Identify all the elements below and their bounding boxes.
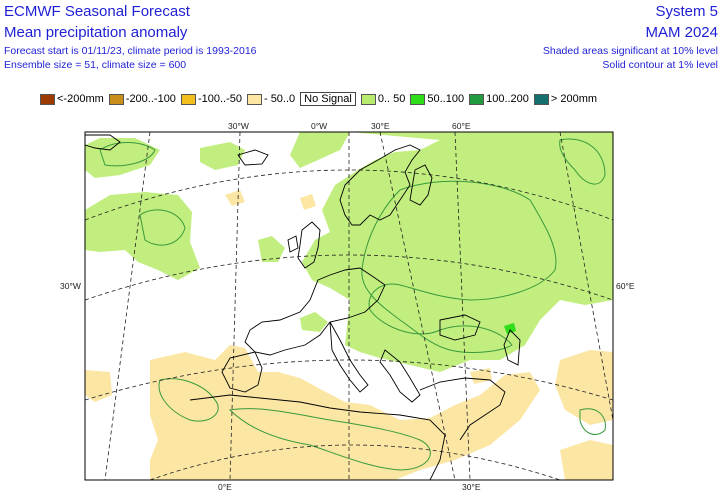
contour-note: Solid contour at 1% level	[602, 59, 718, 71]
significance-contours	[99, 138, 606, 471]
legend-swatch	[410, 93, 426, 105]
legend-label: -200..-100	[125, 93, 176, 105]
legend-swatch	[360, 93, 376, 105]
legend-swatch	[469, 93, 485, 105]
legend-label: > 200mm	[550, 93, 598, 105]
legend-item: 0.. 50	[360, 93, 411, 105]
map-frame	[84, 131, 614, 481]
legend-item: 50..100	[410, 93, 469, 105]
legend-swatch	[180, 93, 196, 105]
strong-wet-spot	[504, 323, 516, 334]
forecast-info: Forecast start is 01/11/23, climate peri…	[4, 45, 257, 57]
legend-label: - 50..0	[263, 93, 296, 105]
legend-label: No Signal	[300, 92, 356, 106]
legend-item: - 50..0	[246, 93, 300, 105]
graticule	[85, 132, 613, 480]
system-label: System 5	[655, 3, 718, 20]
graticule-label: 30°W	[228, 121, 249, 131]
color-legend: <-200mm -200..-100 -100..-50 - 50..0 No …	[40, 92, 602, 106]
coastlines	[85, 134, 521, 480]
legend-label: 0.. 50	[377, 93, 406, 105]
shaded-note: Shaded areas significant at 10% level	[542, 45, 718, 57]
legend-label: 100..200	[486, 93, 529, 105]
legend-item: > 200mm	[533, 93, 602, 105]
graticule-label: 30°W	[60, 281, 81, 291]
legend-swatch	[40, 93, 55, 105]
legend-item: 100..200	[469, 93, 534, 105]
map-title: ECMWF Seasonal Forecast	[4, 3, 190, 20]
season-label: MAM 2024	[645, 24, 718, 41]
graticule-label: 60°E	[616, 281, 635, 291]
legend-swatch	[533, 93, 549, 105]
legend-item: No Signal	[300, 92, 361, 106]
graticule-label: 30°E	[462, 482, 481, 492]
graticule-label: 0°E	[218, 482, 232, 492]
ensemble-info: Ensemble size = 51, climate size = 600	[4, 59, 187, 71]
map-subtitle: Mean precipitation anomaly	[4, 24, 188, 41]
graticule-label: 60°E	[452, 121, 471, 131]
legend-item: -200..-100	[108, 93, 181, 105]
legend-swatch	[246, 93, 262, 105]
legend-item: <-200mm	[40, 93, 109, 105]
graticule-label: 0°W	[311, 121, 327, 131]
legend-label: -100..-50	[197, 93, 242, 105]
graticule-label: 30°E	[371, 121, 390, 131]
legend-swatch	[108, 93, 124, 105]
legend-item: -100..-50	[180, 93, 247, 105]
legend-label: <-200mm	[57, 93, 104, 105]
legend-label: 50..100	[427, 93, 465, 105]
